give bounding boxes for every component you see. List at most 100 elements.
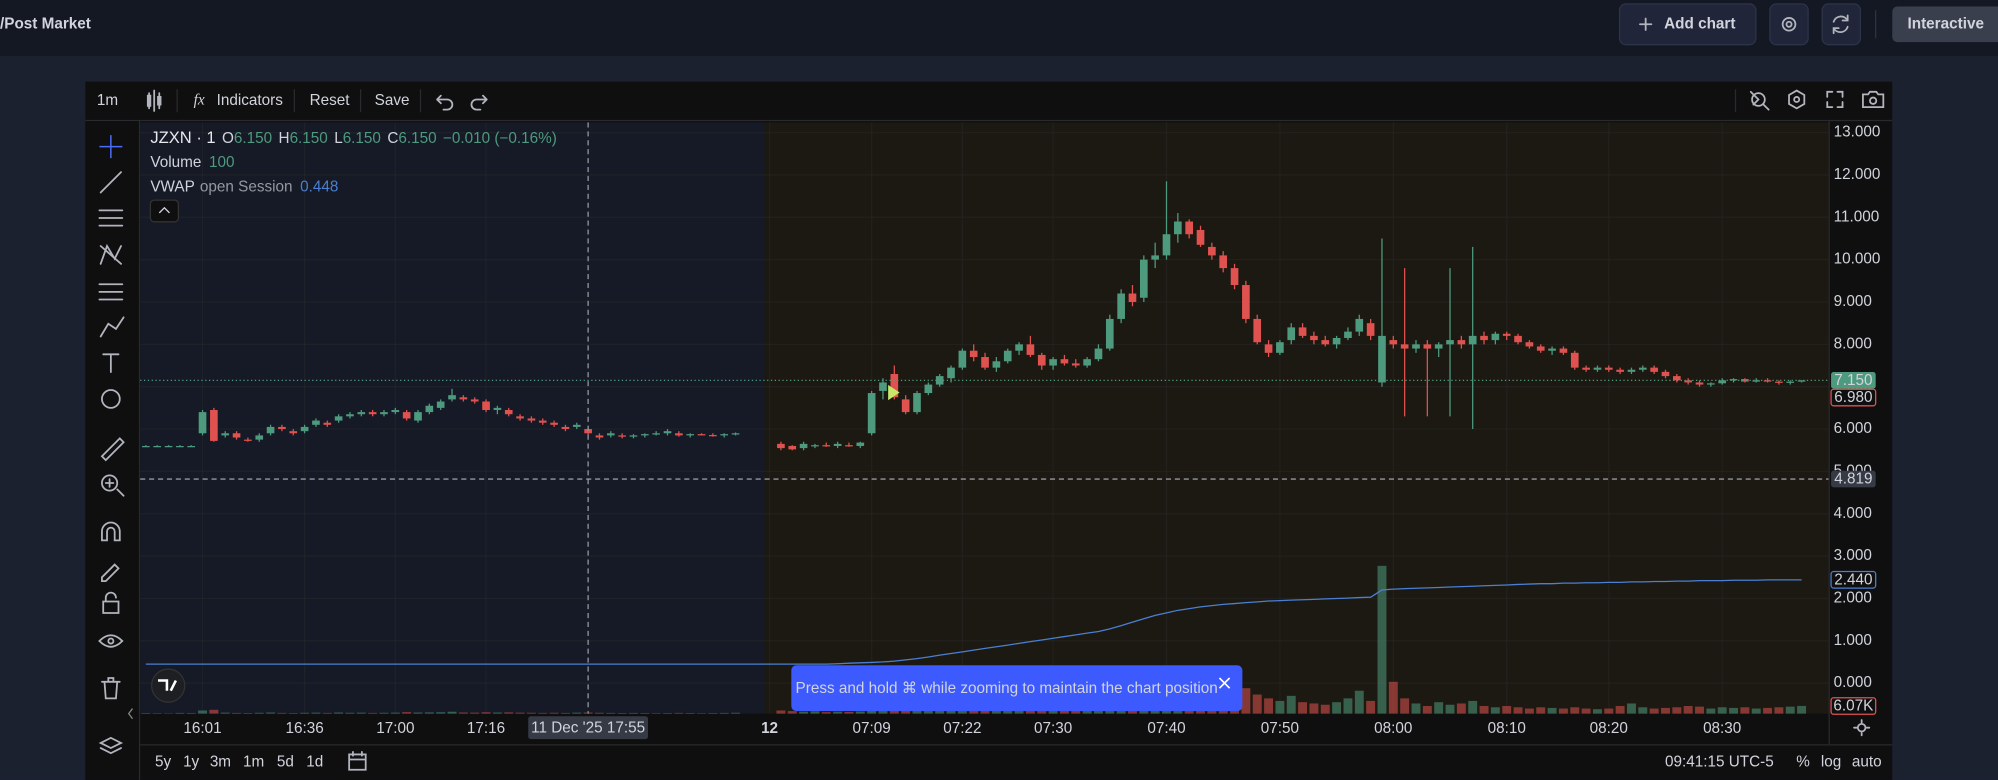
save[interactable]: Save <box>375 92 410 109</box>
drawing-tools <box>98 135 125 755</box>
redo-icon[interactable] <box>470 94 488 111</box>
range-button[interactable]: 1m <box>243 754 264 771</box>
volume-bar <box>572 712 582 714</box>
volume-bar <box>345 712 355 714</box>
projection-tool[interactable] <box>98 283 124 301</box>
screenshot-icon[interactable] <box>1862 90 1885 109</box>
crosshair-tool[interactable] <box>99 135 123 159</box>
close-label-box <box>1830 388 1877 407</box>
settings-button[interactable] <box>1769 3 1809 46</box>
candle-body <box>425 405 434 413</box>
fib-tool[interactable] <box>98 209 124 227</box>
volume-bar <box>1797 705 1807 714</box>
volume-bar <box>1037 709 1047 714</box>
legend-volume: Volume 100 <box>150 154 234 171</box>
candle-body <box>1185 221 1194 235</box>
range-button[interactable]: 1y <box>183 754 199 771</box>
candle-body <box>1707 383 1715 385</box>
text-tool[interactable] <box>102 353 120 374</box>
indicators-icon[interactable]: fx <box>194 91 205 108</box>
plus-icon <box>1639 17 1653 31</box>
candle-body <box>164 445 173 448</box>
scale-toggle[interactable]: auto <box>1852 754 1882 771</box>
mode-label[interactable]: Interactive <box>1908 15 1984 32</box>
candle-body <box>595 435 604 438</box>
indicators[interactable]: Indicators <box>217 92 284 109</box>
settings-icon[interactable] <box>1788 89 1806 110</box>
candle-body <box>1310 335 1318 341</box>
object-tree-tool[interactable] <box>98 736 124 755</box>
candle-body <box>1139 259 1148 298</box>
candle-body <box>913 393 921 413</box>
ohlc-value: 6.150 <box>398 130 436 147</box>
refresh-button[interactable] <box>1821 3 1862 46</box>
candle-body <box>618 435 626 437</box>
volume-bar <box>595 712 604 714</box>
range-button[interactable]: 5d <box>277 754 294 771</box>
range-button[interactable]: 5y <box>155 754 171 771</box>
volume-bar <box>1592 709 1602 714</box>
legend-collapse[interactable] <box>149 199 180 223</box>
candle-body <box>538 420 547 423</box>
volume-bar <box>492 712 502 714</box>
candle-body <box>1582 367 1590 370</box>
scale-toggle[interactable]: % <box>1796 754 1810 771</box>
toast-close[interactable] <box>1218 677 1231 689</box>
lock-drawing-tool[interactable] <box>101 563 120 583</box>
range-button[interactable]: 3m <box>210 754 231 771</box>
candle-body <box>1661 371 1670 377</box>
volume-bar <box>1241 688 1251 714</box>
delete-tool[interactable] <box>101 677 121 700</box>
x-tick-label: 07:22 <box>943 720 981 737</box>
candle-body <box>221 433 230 436</box>
ruler-tool[interactable] <box>100 437 125 462</box>
candle-body <box>1752 380 1761 382</box>
candle-body <box>697 434 706 436</box>
candle-body <box>391 409 400 413</box>
volume-bar <box>1706 708 1716 714</box>
volume-bar <box>277 712 287 714</box>
x-tick-label: 17:00 <box>376 720 414 737</box>
add-chart-button[interactable] <box>1618 3 1757 46</box>
axis-settings-icon[interactable] <box>1853 719 1871 737</box>
pattern-tool[interactable] <box>99 243 122 265</box>
calendar-icon[interactable] <box>348 750 367 771</box>
visibility-tool[interactable] <box>98 634 124 648</box>
zoom-tool[interactable] <box>101 474 125 497</box>
x-tick-label: 17:16 <box>467 720 505 737</box>
toast <box>791 665 1243 712</box>
volume-bar <box>629 712 638 714</box>
candle-body <box>187 445 196 448</box>
candle-body <box>1763 380 1772 382</box>
volume-bar <box>504 712 514 714</box>
fullscreen-icon[interactable] <box>1826 90 1844 109</box>
volume-bar <box>322 712 332 714</box>
candle-body <box>142 445 150 448</box>
interval[interactable]: 1m <box>97 92 118 109</box>
candle-body <box>1695 382 1704 385</box>
legend-collapse-icon <box>158 206 170 214</box>
alert-icon[interactable] <box>1749 90 1770 111</box>
scale-toggle[interactable]: log <box>1821 754 1841 771</box>
candle-body <box>969 350 978 358</box>
brush-tool[interactable] <box>99 316 125 338</box>
undo-icon[interactable] <box>436 94 454 111</box>
magnet-tool[interactable] <box>101 521 121 542</box>
volume-bar <box>1332 702 1342 714</box>
range-button[interactable]: 1d <box>306 754 323 771</box>
reset[interactable]: Reset <box>310 92 351 109</box>
volume-bar <box>266 712 276 714</box>
volume-bar <box>640 713 650 714</box>
lock-tool[interactable] <box>102 591 120 614</box>
add-chart-label[interactable]: Add chart <box>1664 15 1735 32</box>
collapse-arrow[interactable] <box>127 708 134 720</box>
chart-type-icon[interactable] <box>146 89 162 112</box>
x-tick-label: 07:09 <box>853 720 891 737</box>
volume-bar <box>152 713 162 714</box>
emoji-tool[interactable] <box>101 389 121 409</box>
candle-body <box>1423 344 1432 349</box>
interactive-button[interactable] <box>1892 6 1998 43</box>
candle-body <box>1491 333 1500 341</box>
candle-body <box>1548 348 1556 351</box>
trendline-tool[interactable] <box>99 171 122 194</box>
